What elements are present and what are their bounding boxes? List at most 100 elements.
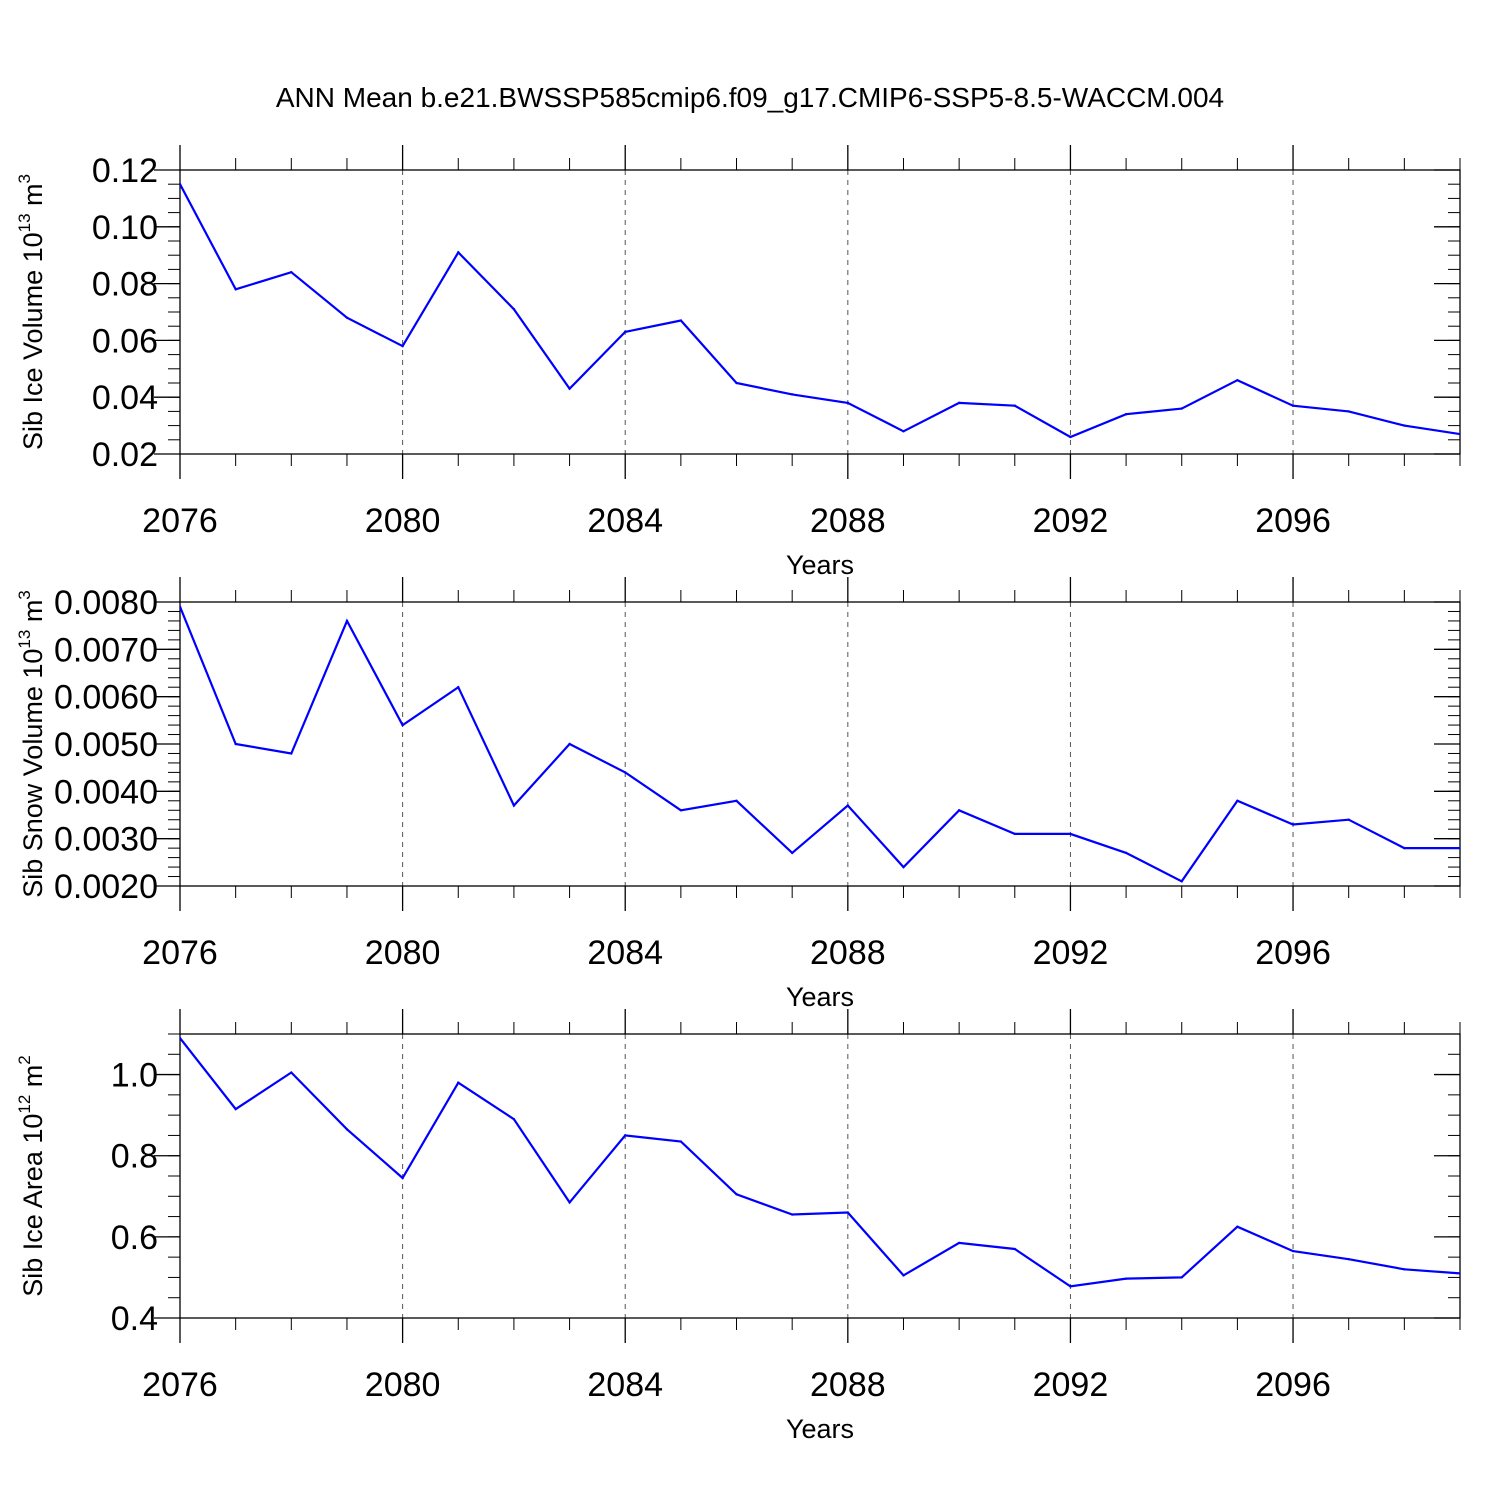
data-point	[624, 1134, 627, 1137]
data-point	[512, 307, 516, 311]
data-point	[1180, 880, 1183, 883]
data-point	[234, 288, 237, 291]
data-point	[1124, 413, 1128, 416]
y-tick-label: 0.12	[92, 152, 158, 190]
x-tick-label: 2076	[142, 1366, 218, 1404]
x-tick-label: 2088	[810, 934, 886, 972]
data-point	[679, 809, 683, 812]
data-point	[512, 1118, 516, 1121]
data-point	[957, 1241, 961, 1245]
x-axis-label: Years	[786, 550, 854, 580]
data-point	[180, 605, 182, 608]
data-point	[1458, 1272, 1460, 1275]
data-point	[1458, 846, 1460, 850]
panel-sib-snow-volume: 0.0020 0.0030 0.0040 0.0050 0.0060 0.0070 0.00…	[15, 577, 1461, 1012]
data-point	[902, 865, 905, 869]
series-line	[180, 183, 1460, 439]
y-tick-label: 0.0070	[54, 631, 158, 669]
data-point	[1236, 799, 1239, 802]
y-tick-label: 0.8	[111, 1138, 158, 1176]
data-point	[1347, 410, 1350, 413]
data-point	[624, 771, 627, 774]
data-point	[1236, 1225, 1239, 1228]
plot-frame	[179, 1033, 1461, 1319]
data-point	[1013, 832, 1016, 836]
data-point	[957, 401, 961, 405]
data-point	[345, 619, 349, 623]
data-point	[568, 387, 571, 390]
y-axis-label: Sib Ice Volume 1013 m3	[15, 174, 48, 450]
data-point	[1403, 424, 1406, 427]
plot-frame	[179, 601, 1461, 887]
data-point	[957, 809, 961, 812]
data-point	[790, 1213, 794, 1216]
y-tick-label: 0.0080	[54, 584, 158, 622]
data-point	[902, 430, 905, 433]
data-point	[345, 316, 349, 319]
data-point	[735, 381, 738, 385]
x-tick-label: 2096	[1255, 502, 1331, 540]
data-point	[1180, 1276, 1183, 1279]
data-point	[846, 804, 850, 807]
y-tick-label: 0.6	[111, 1219, 158, 1257]
data-point	[790, 393, 794, 396]
y-axis-label: Sib Ice Area 1012 m2	[15, 1055, 48, 1297]
data-point	[401, 344, 404, 348]
x-tick-label: 2076	[142, 934, 218, 972]
y-tick-label: 0.0060	[54, 679, 158, 717]
data-point	[568, 1201, 571, 1204]
data-point	[1013, 404, 1016, 407]
data-point	[180, 183, 182, 186]
data-point	[234, 742, 237, 746]
x-tick-label: 2076	[142, 502, 218, 540]
data-point	[1291, 404, 1295, 407]
data-point	[457, 251, 460, 254]
data-point	[735, 799, 738, 802]
data-point	[457, 686, 460, 689]
x-axis-label: Years	[786, 1414, 854, 1444]
x-tick-label: 2092	[1033, 934, 1109, 972]
data-point	[345, 1128, 349, 1131]
series-line	[180, 1037, 1460, 1288]
x-tick-label: 2084	[587, 502, 663, 540]
y-tick-label: 0.0050	[54, 726, 158, 764]
data-point	[1069, 435, 1072, 439]
y-tick-label: 0.04	[92, 379, 158, 417]
data-point	[1124, 1277, 1128, 1280]
data-point	[1403, 1268, 1406, 1271]
data-point	[846, 401, 850, 405]
data-point	[1291, 823, 1295, 826]
data-point	[1069, 1285, 1072, 1288]
data-point	[1403, 846, 1406, 850]
x-tick-label: 2088	[810, 1366, 886, 1404]
data-point	[568, 742, 571, 746]
panels: 0.02 0.04 0.06 0.08 0.10 0.12 2076 2080 2084 2088…	[15, 145, 1461, 1444]
x-tick-label: 2084	[587, 934, 663, 972]
data-point	[512, 804, 516, 807]
data-point	[1347, 1257, 1350, 1261]
x-tick-label: 2092	[1033, 502, 1109, 540]
y-tick-label: 0.0040	[54, 773, 158, 811]
x-tick-label: 2096	[1255, 934, 1331, 972]
data-point	[902, 1274, 905, 1277]
data-point	[1291, 1249, 1295, 1253]
y-tick-label: 0.02	[92, 436, 158, 474]
data-point	[234, 1107, 237, 1111]
data-point	[401, 1176, 404, 1180]
x-tick-label: 2080	[365, 502, 441, 540]
data-point	[1347, 818, 1350, 821]
data-point	[290, 752, 293, 755]
data-point	[679, 319, 683, 322]
y-tick-label: 0.10	[92, 209, 158, 247]
y-tick-label: 0.0020	[54, 868, 158, 906]
data-point	[790, 851, 794, 855]
panel-sib-ice-area: 0.4 0.6 0.8 1.0 2076 2080 2084 2088 2092 2096 Year…	[15, 1009, 1461, 1444]
data-point	[1236, 378, 1239, 382]
y-tick-label: 0.0030	[54, 821, 158, 859]
data-point	[290, 271, 293, 274]
x-tick-label: 2084	[587, 1366, 663, 1404]
data-point	[735, 1193, 738, 1196]
y-tick-label: 0.06	[92, 322, 158, 360]
data-point	[290, 1071, 293, 1074]
plot-frame	[179, 169, 1461, 455]
